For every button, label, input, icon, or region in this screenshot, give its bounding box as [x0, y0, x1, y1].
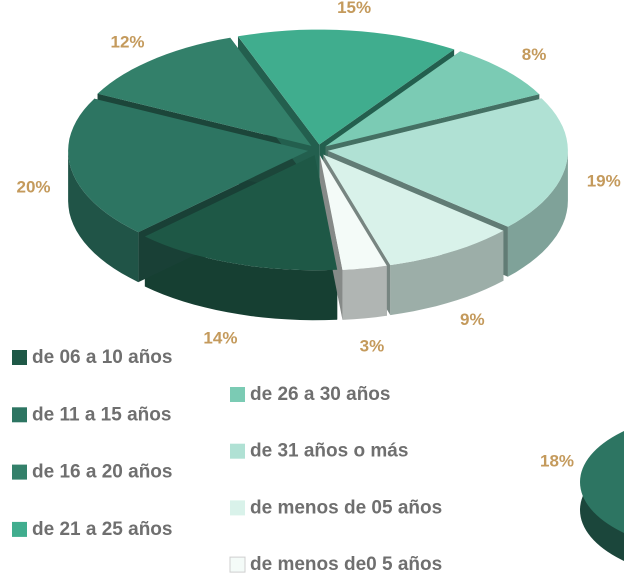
legend-swatch: [12, 350, 27, 365]
slice-wall: [68, 150, 139, 283]
legend-label: de menos de0 5 años: [250, 554, 442, 575]
slice: [238, 29, 455, 145]
slice: [327, 98, 568, 227]
legend-label: de 21 a 25 años: [32, 519, 172, 540]
pie: [68, 29, 568, 321]
slice: [580, 431, 624, 533]
legend-label: de 06 a 10 años: [32, 347, 172, 368]
legend-swatch: [12, 521, 27, 537]
legend-swatch: [230, 500, 245, 516]
slice: [144, 155, 338, 271]
slice-side: [319, 155, 343, 320]
legend-swatch: [229, 556, 246, 573]
legend-swatch: [12, 464, 27, 480]
legend-swatch: [230, 387, 245, 402]
legend-swatch: [12, 407, 27, 423]
legend-swatch: [230, 443, 245, 459]
pie-2: [580, 431, 624, 561]
data-label: 20%: [17, 178, 51, 197]
data-label: 12%: [111, 33, 145, 52]
data-label: 3%: [360, 337, 385, 356]
data-label: 9%: [460, 310, 485, 329]
legend-label: de 26 a 30 años: [250, 384, 390, 405]
data-label: 15%: [337, 0, 371, 17]
legend-label: de 11 a 15 años: [32, 404, 171, 425]
data-label: 14%: [203, 329, 237, 348]
slice-wall: [507, 150, 568, 277]
slice-wall: [342, 265, 387, 320]
slice: [68, 98, 309, 233]
slice: [319, 155, 387, 270]
slice-wall: [390, 230, 504, 316]
slice-wall: [144, 236, 338, 321]
legend-label: de 31 años o más: [250, 441, 408, 462]
slice: [323, 154, 504, 266]
slice: [325, 51, 540, 147]
legend-label: de 16 a 20 años: [32, 462, 172, 483]
slice: [97, 37, 312, 146]
legend-label: de menos de 05 años: [250, 497, 442, 518]
data-label: 8%: [522, 45, 547, 64]
data-label: 18%: [540, 451, 574, 470]
data-label: 19%: [587, 172, 621, 191]
